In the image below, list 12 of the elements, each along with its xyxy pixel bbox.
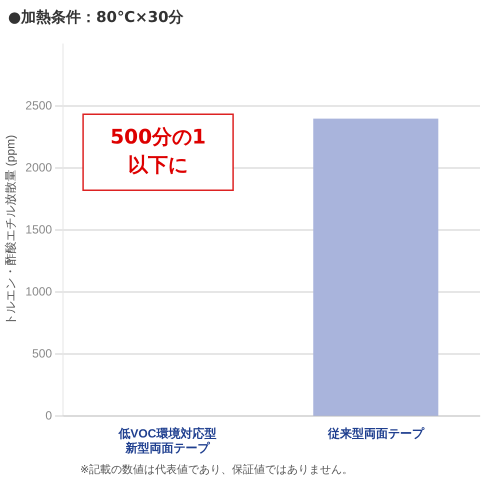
- y-tick-label: 1500: [25, 222, 52, 237]
- y-axis-title: トルエン・酢酸エチル放散量 (ppm): [4, 134, 18, 326]
- annotation: 500分の1 以下に: [110, 124, 206, 176]
- chart-title: ●加熱条件：80℃×30分: [8, 8, 184, 27]
- y-tick-label: 2000: [25, 160, 52, 175]
- x-tick-label: 低VOC環境対応型新型両面テープ: [117, 426, 216, 456]
- y-tick-label: 500: [32, 346, 52, 361]
- y-tick-label: 1000: [25, 284, 52, 299]
- x-tick-label: 従来型両面テープ: [326, 426, 425, 441]
- y-tick-label: 0: [45, 408, 52, 423]
- y-tick-label: 2500: [25, 98, 52, 113]
- text: ※記載の数値は代表値であり、保証値ではありません。: [80, 462, 354, 477]
